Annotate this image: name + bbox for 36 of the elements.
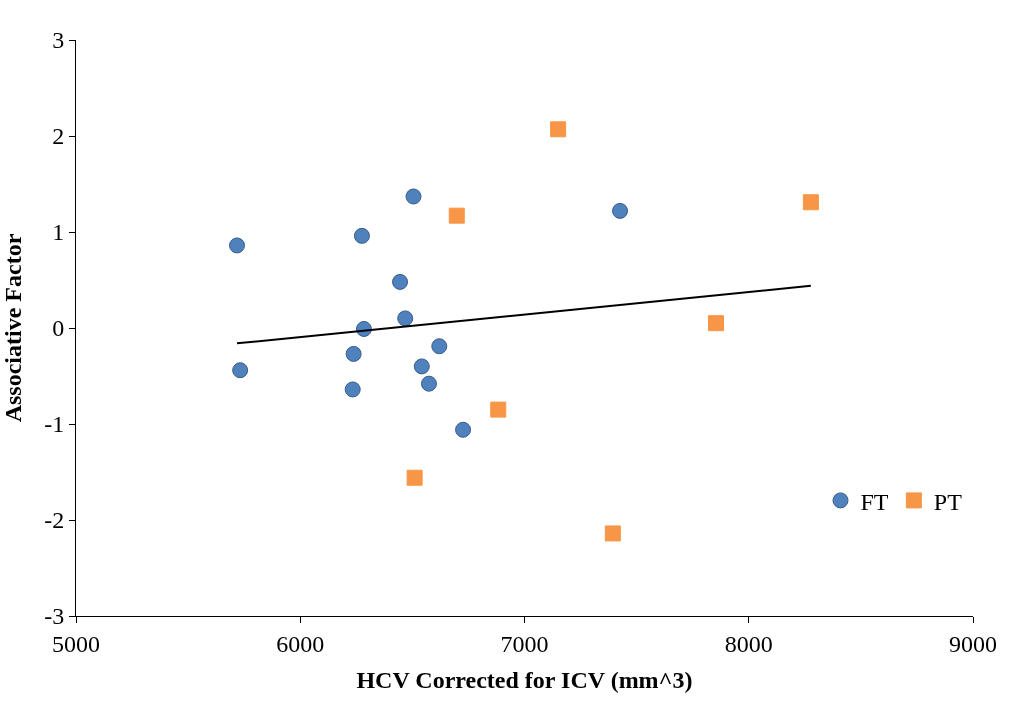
x-tick-label: 5000 xyxy=(52,630,100,657)
legend-label: PT xyxy=(933,488,963,515)
point xyxy=(448,207,465,224)
point xyxy=(405,188,422,205)
point xyxy=(604,525,621,542)
y-tick-label: -1 xyxy=(44,411,65,438)
point xyxy=(431,338,448,355)
y-tick-label: -2 xyxy=(44,507,65,534)
point xyxy=(802,194,819,211)
x-axis-title: HCV Corrected for ICV (mm^3) xyxy=(356,667,693,694)
y-tick-label: -3 xyxy=(44,603,65,630)
point xyxy=(708,315,725,332)
y-tick-label: 3 xyxy=(52,27,65,54)
y-tick-label: 0 xyxy=(52,315,65,342)
point xyxy=(420,375,437,392)
point xyxy=(232,362,249,379)
point xyxy=(612,202,629,219)
legend-label: FT xyxy=(860,488,889,515)
point xyxy=(392,273,409,290)
point xyxy=(353,227,370,244)
point xyxy=(344,381,361,398)
x-tick-label: 8000 xyxy=(724,630,773,657)
point xyxy=(490,401,507,418)
point xyxy=(229,237,246,254)
y-tick-label: 2 xyxy=(52,123,65,150)
point xyxy=(397,310,414,327)
x-tick-label: 7000 xyxy=(500,630,549,657)
point xyxy=(413,358,430,375)
point xyxy=(406,469,423,486)
point xyxy=(550,121,567,138)
y-tick-label: 1 xyxy=(52,219,65,246)
y-axis-title: Associative Factor xyxy=(0,233,27,423)
point xyxy=(345,345,362,362)
x-tick-label: 6000 xyxy=(276,630,325,657)
x-tick-label: 9000 xyxy=(949,630,997,657)
point xyxy=(455,421,472,438)
